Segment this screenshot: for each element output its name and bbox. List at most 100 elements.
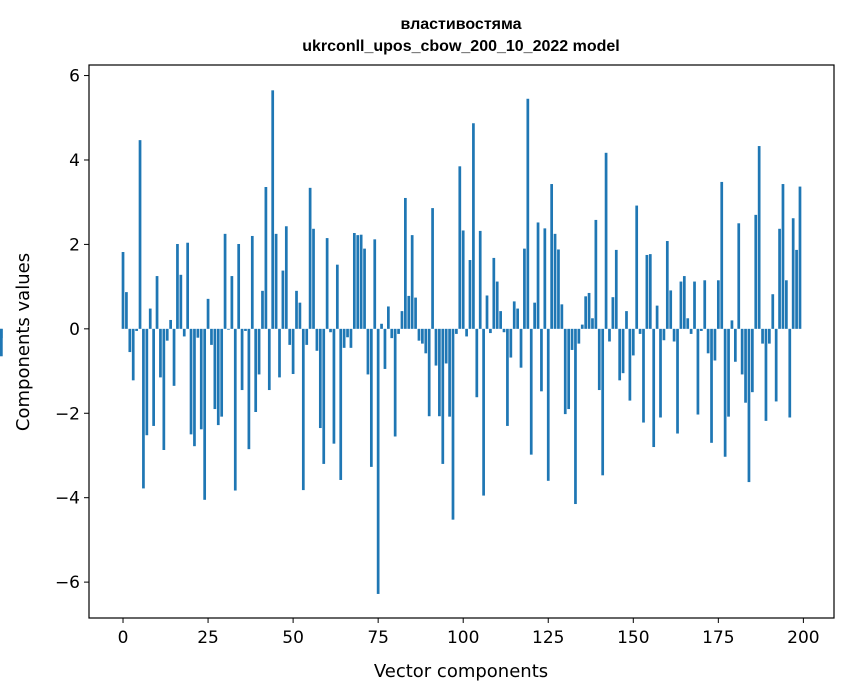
bar	[659, 328, 662, 418]
bar	[257, 328, 261, 375]
bar	[662, 328, 666, 341]
bar	[162, 328, 166, 450]
bar	[125, 292, 128, 329]
bar	[676, 328, 679, 434]
bar	[706, 328, 710, 354]
bar	[417, 328, 421, 341]
bar	[499, 311, 502, 329]
bar	[444, 328, 448, 364]
bar	[529, 328, 533, 455]
bar	[237, 243, 241, 329]
bar	[730, 320, 734, 329]
bar	[349, 328, 353, 348]
bar	[655, 305, 659, 329]
bar	[230, 276, 234, 329]
chart-title-line2: ukrconll_upos_cbow_200_10_2022 model	[302, 38, 619, 55]
bar	[182, 328, 186, 337]
bar	[369, 328, 373, 467]
bar	[135, 328, 138, 331]
y-tick-label: −2	[55, 404, 80, 424]
bar	[523, 248, 526, 329]
bar	[155, 276, 159, 329]
bar	[193, 328, 196, 447]
bar	[492, 257, 496, 329]
bar	[455, 328, 458, 334]
bar	[318, 328, 322, 429]
bar	[740, 328, 744, 375]
bar	[356, 235, 360, 329]
bar	[438, 328, 441, 417]
x-tick-label: 25	[197, 628, 219, 648]
bar	[536, 222, 540, 329]
bar	[400, 311, 404, 329]
bar	[0, 328, 3, 357]
bar	[250, 235, 254, 329]
bar	[567, 328, 571, 410]
bar	[608, 328, 611, 342]
bar	[295, 290, 298, 329]
bar	[689, 328, 693, 334]
bar	[781, 184, 785, 329]
bar	[693, 281, 696, 329]
bar	[543, 228, 547, 329]
bar	[614, 249, 618, 329]
bar	[635, 205, 639, 329]
bar	[489, 328, 492, 334]
bar	[274, 233, 278, 329]
bar	[733, 328, 737, 362]
bar	[785, 280, 788, 329]
bar	[472, 123, 475, 329]
x-tick-label: 150	[617, 628, 649, 648]
bar	[696, 328, 700, 415]
bar	[359, 234, 363, 329]
bar	[482, 328, 485, 496]
bar	[363, 248, 366, 329]
bar	[509, 328, 513, 358]
bar	[383, 328, 387, 369]
bar	[751, 328, 754, 393]
bar	[638, 328, 642, 334]
bar	[210, 328, 213, 345]
bar	[574, 328, 577, 505]
bar	[291, 328, 295, 375]
bar	[580, 324, 584, 329]
bar	[550, 184, 554, 329]
bar	[774, 328, 778, 402]
bar	[233, 328, 237, 491]
bar	[131, 328, 135, 381]
bar	[308, 187, 312, 329]
bar	[220, 328, 224, 417]
bar	[516, 308, 519, 329]
bar	[332, 328, 336, 444]
bar	[563, 328, 567, 415]
bar	[322, 328, 326, 464]
bar	[159, 328, 162, 378]
bar	[186, 242, 190, 329]
bar	[427, 328, 431, 417]
bar	[461, 230, 465, 329]
bar	[754, 214, 758, 329]
bar	[584, 296, 588, 329]
bar	[795, 249, 798, 329]
bar	[669, 290, 673, 329]
bar	[431, 208, 434, 329]
bar	[390, 328, 394, 339]
bar	[380, 323, 383, 329]
bar	[798, 186, 802, 329]
bar	[645, 254, 649, 329]
bar	[468, 260, 472, 329]
bar	[495, 281, 499, 329]
x-tick-label: 75	[367, 628, 389, 648]
bar	[407, 295, 411, 329]
x-tick-label: 50	[282, 628, 304, 648]
bar	[771, 294, 775, 329]
bar	[254, 328, 258, 412]
bar	[716, 280, 720, 329]
bar	[737, 223, 741, 329]
bar	[512, 301, 516, 329]
bar	[176, 243, 179, 329]
bar	[387, 306, 390, 329]
bar	[315, 328, 319, 351]
x-axis-label: Vector components	[374, 661, 548, 682]
bar	[533, 302, 536, 329]
